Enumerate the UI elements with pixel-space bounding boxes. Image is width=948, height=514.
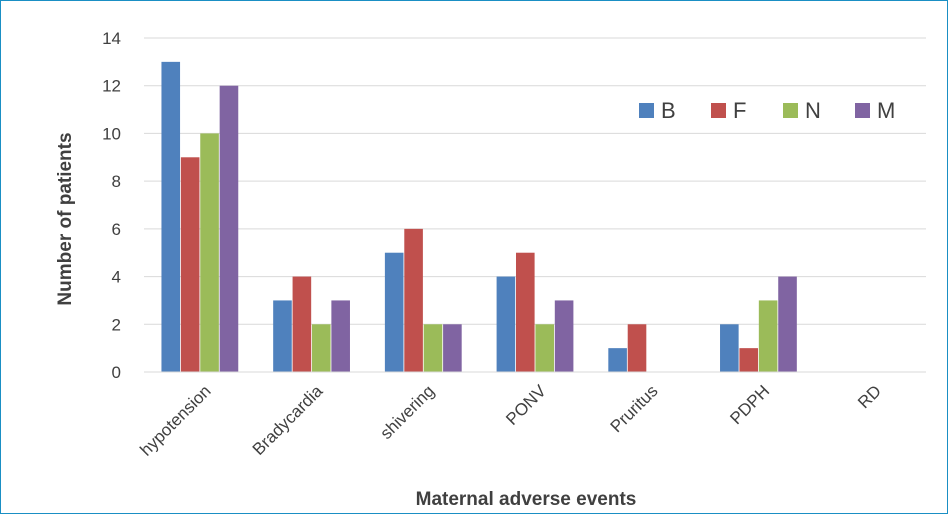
x-tick-label: shivering	[377, 381, 439, 443]
bar-B-PONV	[496, 276, 516, 372]
legend-label-F: F	[733, 98, 746, 123]
x-axis-title: Maternal adverse events	[416, 489, 637, 510]
bar-B-Pruritus	[608, 348, 627, 372]
y-tick-label: 6	[112, 220, 121, 239]
legend-swatch-N	[783, 103, 798, 118]
bar-N-hypotension	[200, 133, 219, 372]
bar-F-hypotension	[180, 157, 200, 372]
legend-label-M: M	[877, 98, 895, 123]
bar-F-PONV	[516, 252, 535, 372]
y-tick-labels: 0 2 4 6 8 10 12 14	[102, 29, 121, 382]
bar-F-Pruritus	[627, 324, 647, 372]
bar-M-PDPH	[778, 276, 797, 372]
bar-F-shivering	[404, 228, 423, 372]
legend-swatch-F	[711, 103, 726, 118]
x-tick-labels: hypotension Bradycardia shivering PONV Pruri…	[136, 381, 885, 460]
y-tick-label: 8	[112, 172, 121, 191]
x-tick-label: PONV	[502, 381, 550, 429]
x-tick-label: Pruritus	[607, 381, 662, 436]
y-tick-label: 2	[112, 315, 121, 334]
x-tick-label: hypotension	[136, 381, 214, 459]
y-tick-label: 12	[102, 77, 121, 96]
y-tick-label: 4	[112, 268, 121, 287]
bar-N-shivering	[423, 324, 443, 372]
bar-N-Bradycardia	[311, 324, 331, 372]
bar-M-shivering	[443, 324, 462, 372]
bar-N-PONV	[535, 324, 554, 372]
bar-F-PDPH	[739, 348, 759, 372]
legend-swatch-M	[855, 103, 870, 118]
bar-M-PONV	[554, 300, 574, 372]
x-tick-label: PDPH	[726, 381, 773, 428]
bars	[161, 61, 797, 372]
y-tick-label: 14	[102, 29, 121, 48]
bar-B-PDPH	[720, 324, 739, 372]
bar-B-Bradycardia	[273, 300, 292, 372]
bar-B-shivering	[384, 252, 404, 372]
bar-B-hypotension	[161, 61, 181, 372]
bar-M-Bradycardia	[331, 300, 350, 372]
y-axis-title: Number of patients	[55, 132, 76, 305]
y-tick-label: 10	[102, 124, 121, 143]
legend-label-N: N	[805, 98, 821, 123]
bar-F-Bradycardia	[292, 276, 312, 372]
gridlines	[144, 37, 926, 325]
legend-swatch-B	[639, 103, 654, 118]
bar-M-hypotension	[219, 85, 239, 372]
legend-label-B: B	[661, 98, 676, 123]
x-tick-label: RD	[854, 381, 885, 412]
x-tick-label: Bradycardia	[249, 381, 327, 459]
bar-N-PDPH	[758, 300, 778, 372]
y-tick-label: 0	[112, 363, 121, 382]
